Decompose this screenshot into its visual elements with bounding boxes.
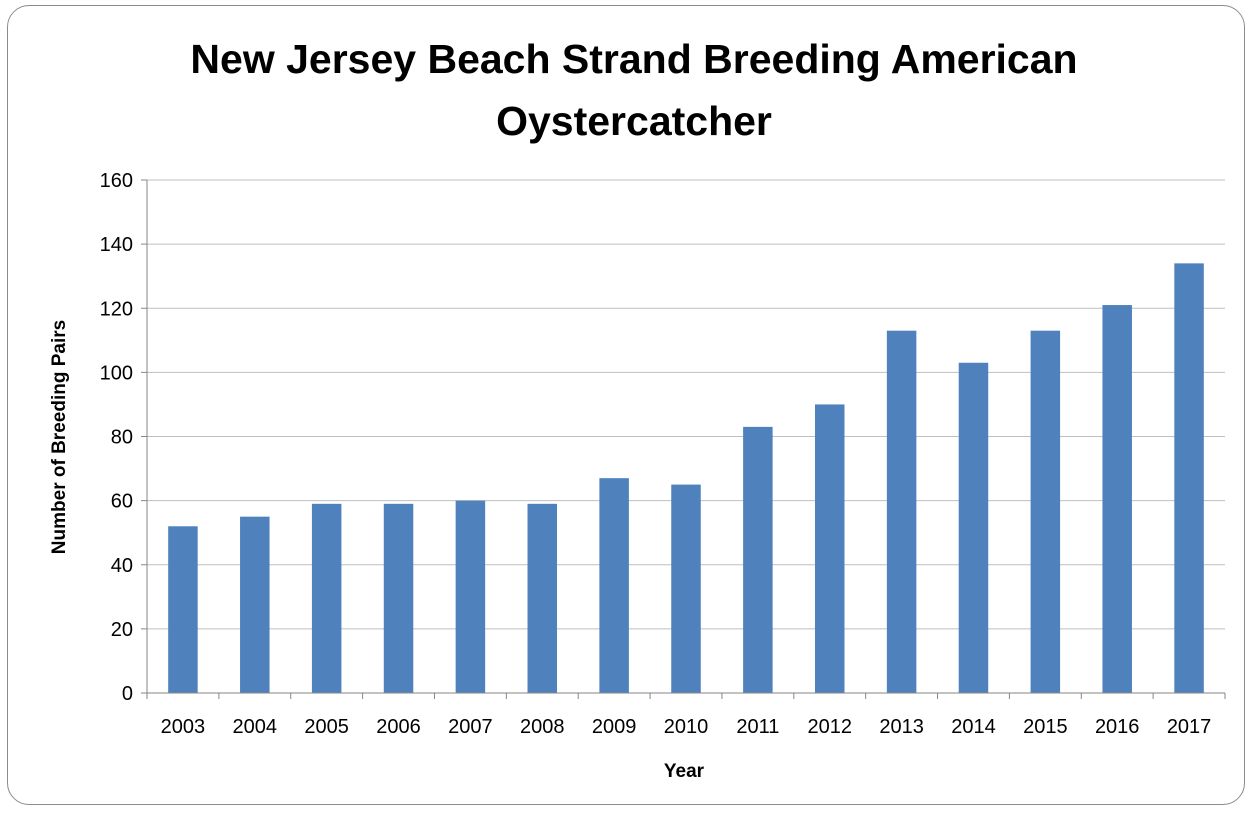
bar-2003 (168, 526, 198, 693)
y-tick-label: 60 (111, 491, 133, 513)
y-tick-label: 120 (100, 298, 133, 320)
x-tick-label: 2006 (376, 716, 421, 738)
bar-2014 (958, 362, 989, 693)
x-tick-label: 2011 (736, 716, 779, 738)
axes (141, 179, 1226, 699)
bar-2006 (383, 503, 414, 693)
bar-2011 (743, 426, 773, 693)
x-tick-label: 2016 (1095, 716, 1140, 738)
x-tick-label: 2004 (233, 716, 278, 738)
bar-2008 (527, 503, 558, 693)
x-tick-label: 2008 (520, 716, 565, 738)
y-tick-label: 40 (111, 555, 133, 577)
x-tick-label: 2014 (951, 716, 996, 738)
y-tick-label: 20 (111, 619, 133, 641)
bars (168, 263, 1204, 693)
bar-2009 (599, 478, 629, 693)
y-tick-label: 80 (111, 427, 133, 449)
x-tick-label: 2015 (1023, 716, 1068, 738)
y-tick-label: 0 (122, 683, 133, 705)
bar-2013 (886, 330, 917, 693)
y-axis-title: Number of Breeding Pairs (49, 320, 70, 554)
bar-2012 (814, 404, 845, 693)
bar-2005 (311, 503, 342, 693)
bar-2016 (1102, 305, 1132, 693)
chart-title: New Jersey Beach Strand Breeding America… (190, 36, 1077, 144)
x-tick-label: 2013 (879, 716, 924, 738)
chart-title-line-1: New Jersey Beach Strand Breeding America… (190, 36, 1077, 82)
bar-2017 (1174, 263, 1204, 693)
y-tick-label: 100 (100, 362, 133, 384)
bar-2010 (671, 484, 701, 693)
tick-labels: 0 20 40 60 80 100 120 140 160 2003 2004 2005 2006 200… (100, 170, 1212, 738)
y-tick-label: 160 (100, 170, 133, 192)
x-tick-label: 2005 (304, 716, 349, 738)
y-tick-label: 140 (100, 234, 133, 256)
x-tick-label: 2012 (807, 716, 852, 738)
x-tick-label: 2009 (592, 716, 637, 738)
x-tick-label: 2007 (448, 716, 493, 738)
bar-2004 (240, 516, 270, 693)
bar-2015 (1030, 330, 1061, 693)
bar-2007 (455, 500, 486, 693)
chart-title-line-2: Oystercatcher (496, 98, 772, 144)
x-tick-label: 2017 (1167, 716, 1212, 738)
x-tick-label: 2003 (161, 716, 206, 738)
x-axis-title: Year (664, 761, 705, 782)
x-tick-label: 2010 (664, 716, 709, 738)
